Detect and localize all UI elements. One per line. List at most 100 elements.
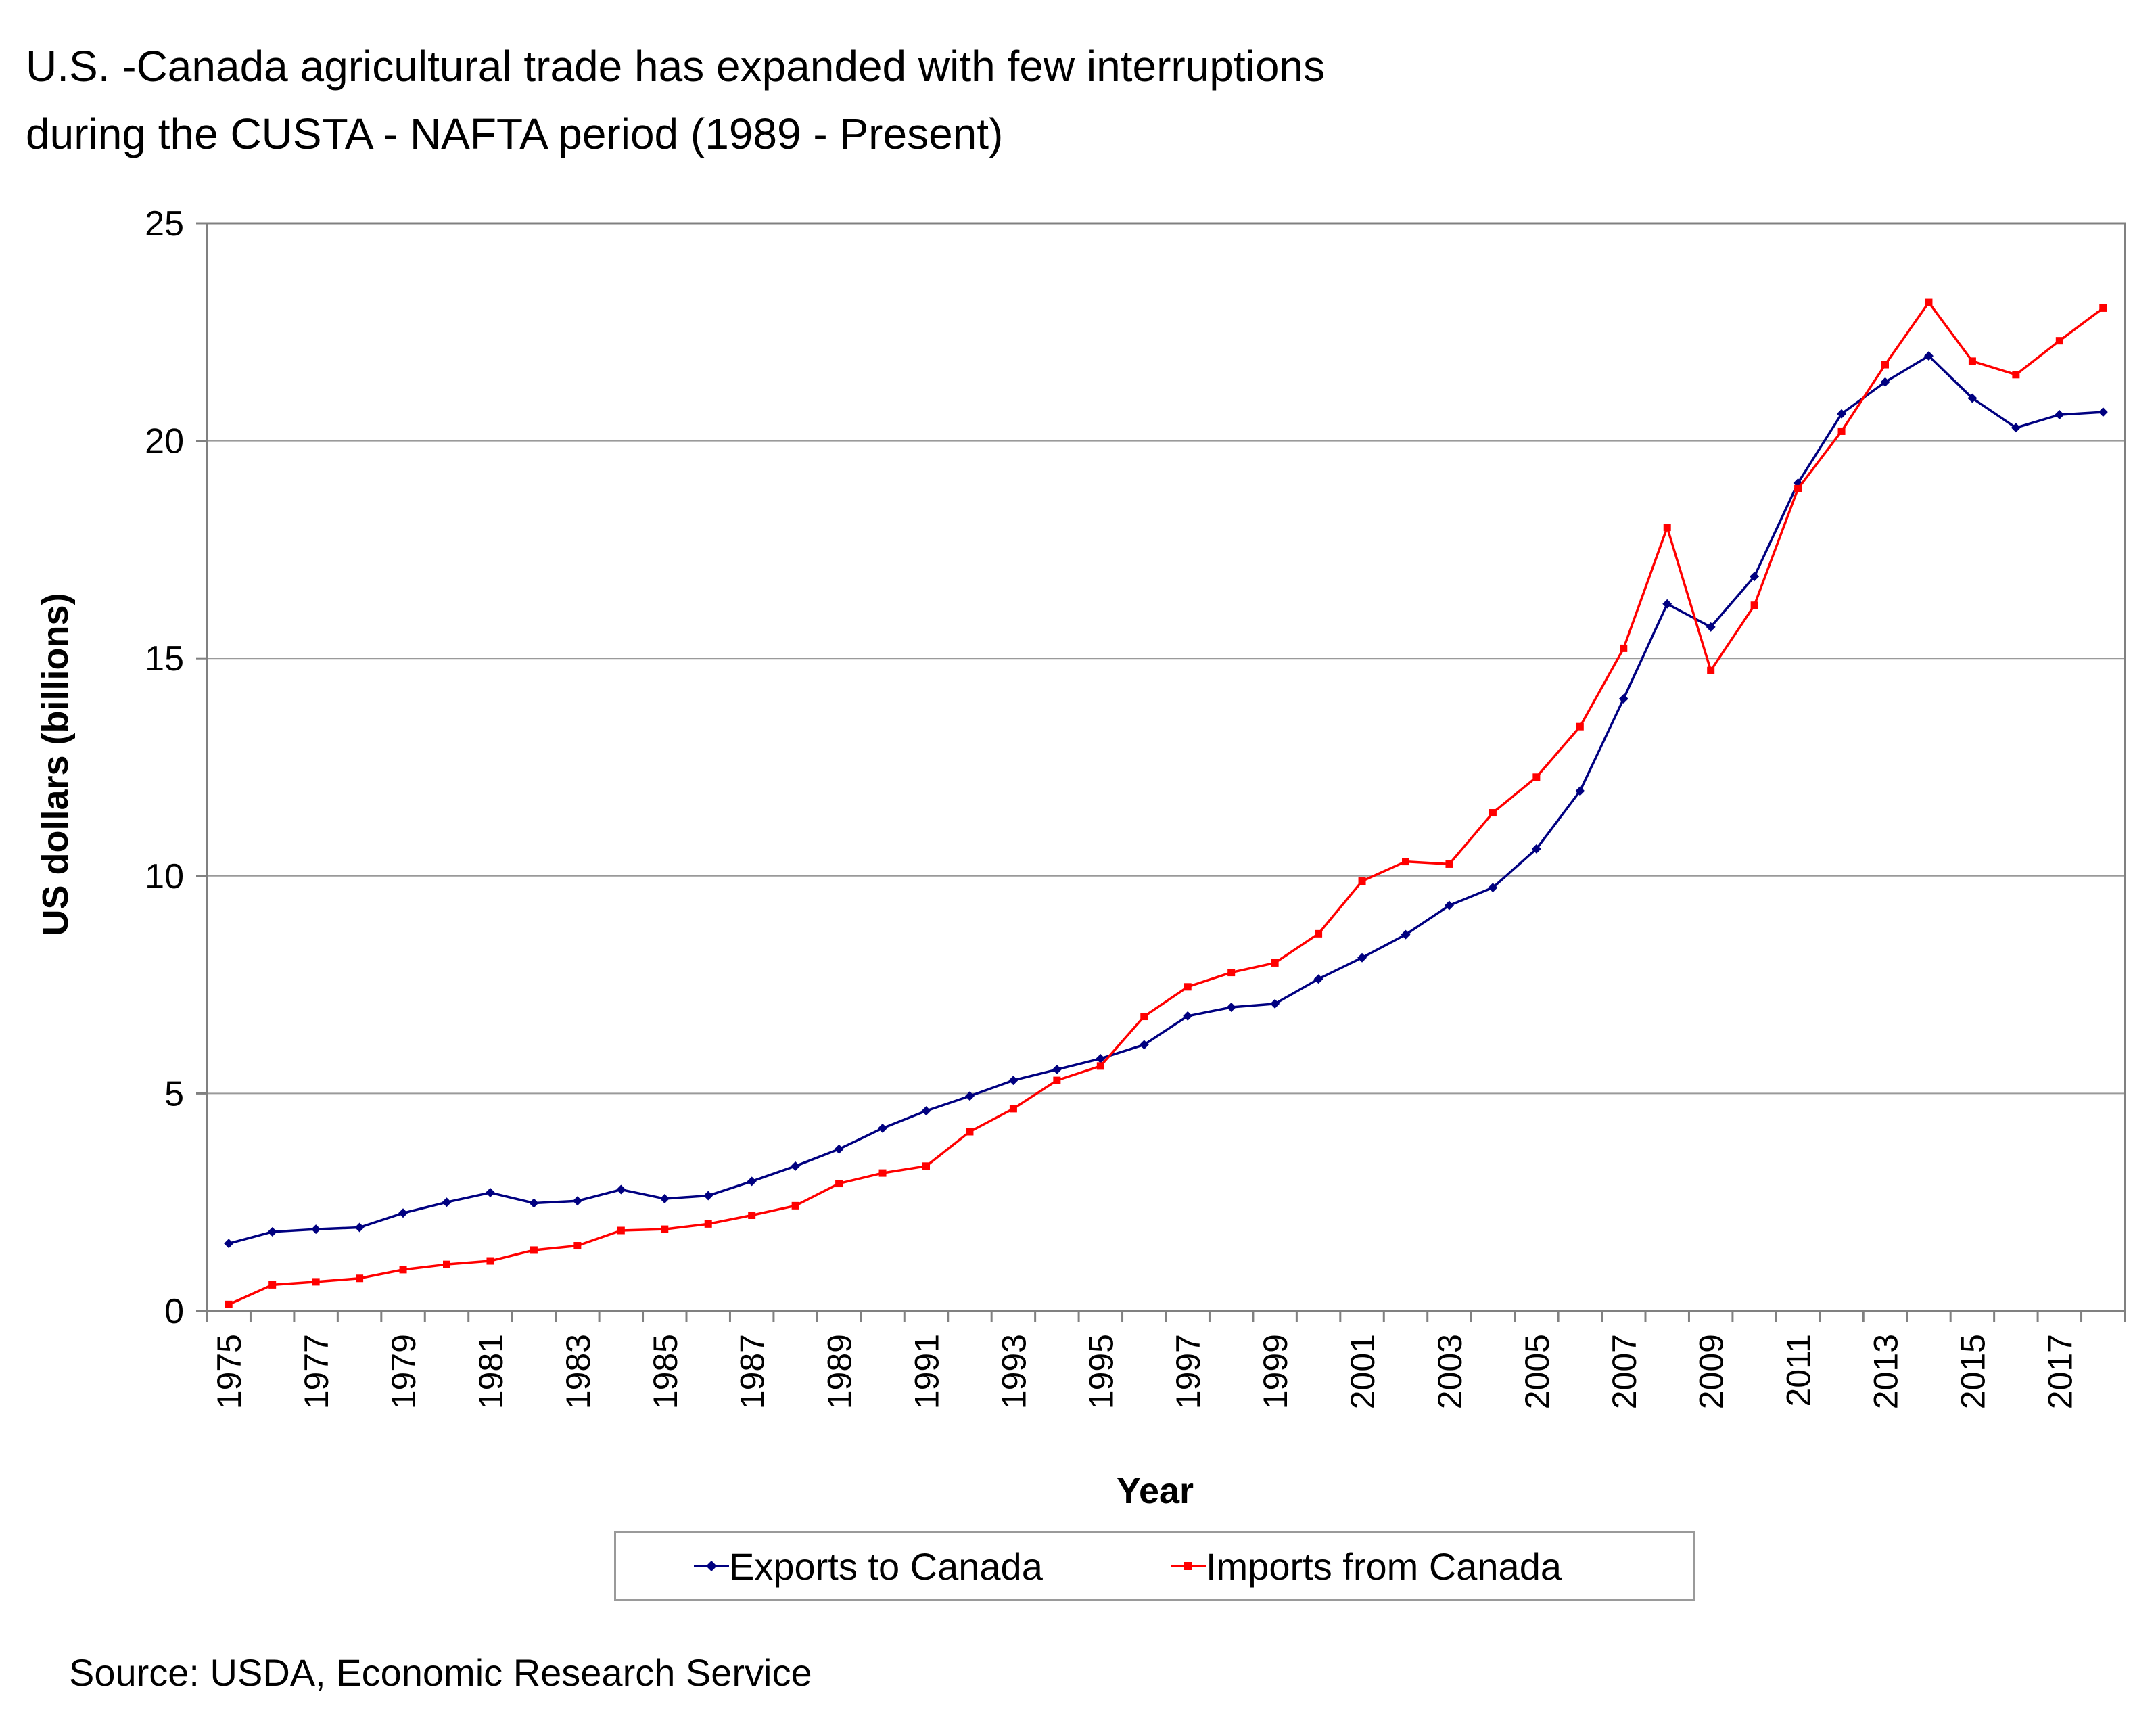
point-exports-1985 <box>659 1194 670 1204</box>
point-imports-1989 <box>835 1180 843 1188</box>
x-tick-label-1995: 1995 <box>1082 1334 1120 1409</box>
plot-area <box>206 222 2126 1312</box>
point-imports-2017 <box>2055 337 2063 345</box>
point-imports-1997 <box>1184 983 1192 991</box>
x-tick-label-1991: 1991 <box>908 1334 946 1409</box>
y-tick-label-10: 10 <box>145 857 184 896</box>
point-exports-2018 <box>2098 407 2108 417</box>
point-exports-1977 <box>311 1224 321 1235</box>
point-imports-2003 <box>1445 860 1453 868</box>
x-axis-ticks: 1975 1977 1979 1981 1983 1985 1987 1989 1991 1993… <box>206 1311 2126 1409</box>
point-imports-1987 <box>748 1211 756 1219</box>
x-tick-label-1979: 1979 <box>385 1334 423 1409</box>
point-exports-2006 <box>1575 786 1585 796</box>
point-exports-2010 <box>1750 572 1760 582</box>
point-exports-2007 <box>1618 694 1628 704</box>
point-imports-1988 <box>791 1201 799 1210</box>
point-imports-1993 <box>1009 1105 1017 1113</box>
chart-title: U.S. -Canada agricultural trade has expa… <box>26 32 1325 168</box>
x-tick-label-1985: 1985 <box>647 1334 684 1409</box>
x-tick-label-1989: 1989 <box>821 1334 859 1409</box>
point-imports-1975 <box>225 1300 233 1308</box>
grid-lines <box>207 223 2125 1312</box>
point-imports-2012 <box>1837 427 1846 435</box>
point-imports-2001 <box>1358 877 1366 886</box>
legend-item-exports: Exports to Canada <box>694 1533 1043 1599</box>
point-exports-1995 <box>1096 1053 1106 1063</box>
x-tick-label-2007: 2007 <box>1606 1334 1643 1409</box>
point-imports-2005 <box>1532 773 1541 781</box>
point-imports-1986 <box>704 1220 712 1228</box>
x-tick-label-1993: 1993 <box>995 1334 1033 1409</box>
point-exports-2016 <box>2011 423 2021 433</box>
point-imports-1985 <box>661 1225 669 1233</box>
point-imports-1976 <box>268 1281 277 1289</box>
point-imports-1991 <box>922 1162 930 1170</box>
legend-exports-marker <box>694 1561 729 1571</box>
point-exports-1975 <box>224 1239 234 1249</box>
point-exports-2017 <box>2055 410 2065 420</box>
series-layer <box>224 298 2108 1308</box>
point-exports-1978 <box>354 1222 365 1233</box>
point-imports-1999 <box>1271 959 1279 967</box>
legend-label-exports: Exports to Canada <box>729 1544 1043 1588</box>
point-exports-1996 <box>1139 1040 1149 1050</box>
point-exports-2015 <box>1967 393 1977 403</box>
title-line-2: during the CUSTA - NAFTA period (1989 - … <box>26 110 1004 158</box>
y-tick-label-5: 5 <box>164 1074 184 1113</box>
point-exports-1976 <box>267 1226 277 1237</box>
y-tick-label-25: 25 <box>145 204 184 244</box>
x-tick-label-2017: 2017 <box>2041 1334 2079 1409</box>
x-tick-label-2015: 2015 <box>1954 1334 1992 1409</box>
x-tick-label-1983: 1983 <box>559 1334 597 1409</box>
series-line-1 <box>228 301 2104 1306</box>
point-exports-2008 <box>1662 599 1672 609</box>
point-imports-2004 <box>1489 809 1497 817</box>
point-exports-2014 <box>1923 351 1934 361</box>
point-exports-1993 <box>1008 1076 1018 1086</box>
point-imports-2007 <box>1620 644 1628 652</box>
x-tick-label-2005: 2005 <box>1518 1334 1556 1409</box>
point-imports-2006 <box>1576 722 1584 731</box>
point-imports-1979 <box>399 1266 407 1274</box>
point-exports-2001 <box>1357 952 1367 963</box>
point-imports-1992 <box>966 1128 974 1136</box>
y-axis-ticks: 0 5 10 15 20 25 <box>145 204 207 1331</box>
y-tick-label-20: 20 <box>145 422 184 461</box>
point-exports-2013 <box>1880 377 1890 387</box>
point-exports-2003 <box>1444 900 1454 911</box>
point-exports-1999 <box>1270 998 1280 1009</box>
series-1 <box>225 298 2107 1308</box>
legend-label-imports: Imports from Canada <box>1206 1544 1562 1588</box>
point-imports-1984 <box>617 1226 625 1235</box>
point-exports-1980 <box>442 1197 452 1208</box>
point-imports-2011 <box>1794 484 1802 492</box>
point-imports-2010 <box>1750 601 1758 610</box>
x-tick-label-1977: 1977 <box>298 1334 335 1409</box>
point-imports-1994 <box>1053 1076 1061 1084</box>
x-axis-label: Year <box>1117 1471 1194 1511</box>
point-exports-1989 <box>834 1144 844 1154</box>
x-tick-label-2011: 2011 <box>1780 1334 1818 1407</box>
point-exports-1986 <box>703 1191 713 1201</box>
point-exports-1994 <box>1052 1065 1062 1075</box>
point-exports-2000 <box>1313 974 1323 984</box>
x-tick-label-1999: 1999 <box>1257 1334 1294 1409</box>
point-exports-2012 <box>1837 409 1847 419</box>
point-exports-1979 <box>398 1208 408 1218</box>
legend: Exports to Canada Imports from Canada <box>614 1531 1695 1601</box>
x-tick-label-1997: 1997 <box>1169 1334 1207 1409</box>
point-exports-1982 <box>529 1198 539 1208</box>
series-line-0 <box>228 354 2103 1245</box>
point-imports-1996 <box>1140 1013 1148 1021</box>
point-imports-1995 <box>1096 1062 1104 1070</box>
point-exports-2004 <box>1488 883 1498 893</box>
point-exports-1990 <box>878 1123 888 1133</box>
x-tick-label-2001: 2001 <box>1344 1334 1382 1409</box>
point-imports-1978 <box>356 1274 364 1283</box>
point-imports-2015 <box>1968 357 1976 365</box>
point-exports-1992 <box>964 1091 975 1101</box>
point-exports-1991 <box>921 1106 931 1116</box>
point-imports-1990 <box>878 1169 887 1177</box>
